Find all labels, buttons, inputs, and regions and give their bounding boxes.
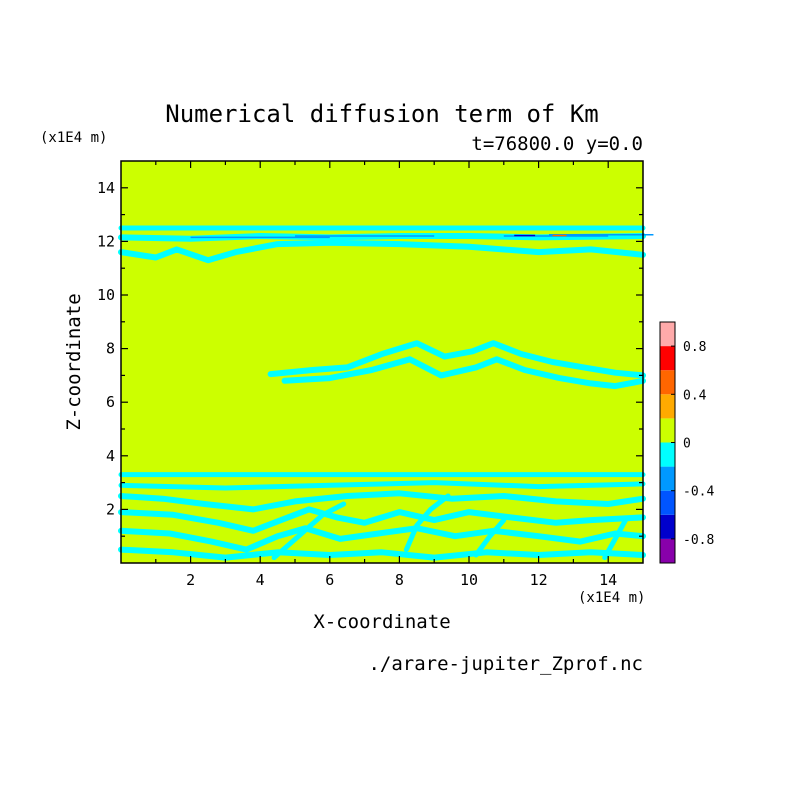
y-tick-label: 2 <box>106 500 115 518</box>
x-axis-label: X-coordinate <box>313 611 450 633</box>
y-unit-label: (x1E4 m) <box>40 130 107 146</box>
y-tick-label: 10 <box>97 286 115 304</box>
colorbar-swatch <box>660 418 675 443</box>
source-file-label: ./arare-jupiter_Zprof.nc <box>368 653 643 675</box>
y-axis-label: Z-coordinate <box>63 293 85 430</box>
colorbar: -0.8 -0.4 0 0.4 0.8 <box>659 321 714 564</box>
colorbar-tick-label: 0.4 <box>683 388 707 403</box>
colorbar-swatch <box>660 538 675 563</box>
negative-contour-lower <box>118 506 646 534</box>
colorbar-swatch <box>660 466 675 491</box>
x-tick-label: 14 <box>599 571 617 589</box>
colorbar-swatch <box>660 442 675 467</box>
plot-area: 2 4 6 8 10 12 14 2 4 6 8 10 12 14 <box>97 160 654 589</box>
y-tick-label: 4 <box>106 447 115 465</box>
colorbar-swatch <box>660 394 675 419</box>
negative-contour-lower <box>403 493 451 553</box>
colorbar-tick-label: -0.8 <box>683 533 714 548</box>
colorbar-swatch <box>660 322 675 347</box>
colorbar-swatch <box>660 514 675 539</box>
x-tick-label: 10 <box>460 571 478 589</box>
x-tick-label: 2 <box>186 571 195 589</box>
negative-contour-lower <box>118 525 646 553</box>
x-tick-label: 8 <box>395 571 404 589</box>
negative-contour-lower <box>118 546 646 561</box>
colorbar-tick-label: 0 <box>683 437 691 452</box>
y-tick-label: 6 <box>106 393 115 411</box>
negative-contour-lower <box>118 490 646 513</box>
colorbar-swatch <box>660 490 675 515</box>
negative-contour-lower <box>602 517 629 561</box>
negative-contour-lower <box>271 501 347 561</box>
x-tick-label: 6 <box>325 571 334 589</box>
y-tick-label: 12 <box>97 232 115 250</box>
negative-contour-lower <box>118 480 646 491</box>
colorbar-tick-label: 0.8 <box>683 340 706 355</box>
negative-contour-lower <box>473 517 507 558</box>
x-tick-label: 4 <box>256 571 265 589</box>
y-tick-label: 8 <box>106 340 115 358</box>
colorbar-tick-label: -0.4 <box>683 485 714 500</box>
x-tick-label: 12 <box>530 571 548 589</box>
negative-contour-upper <box>118 239 646 264</box>
x-unit-label: (x1E4 m) <box>578 590 645 606</box>
plot-frame <box>120 160 644 564</box>
chart-subtitle: t=76800.0 y=0.0 <box>471 133 643 155</box>
colorbar-swatch <box>660 370 675 395</box>
chart-title: Numerical diffusion term of Km <box>165 100 598 128</box>
negative-contour-middle <box>281 356 646 390</box>
y-tick-label: 14 <box>97 179 115 197</box>
negative-contour-middle <box>267 340 646 379</box>
colorbar-swatch <box>660 346 675 371</box>
